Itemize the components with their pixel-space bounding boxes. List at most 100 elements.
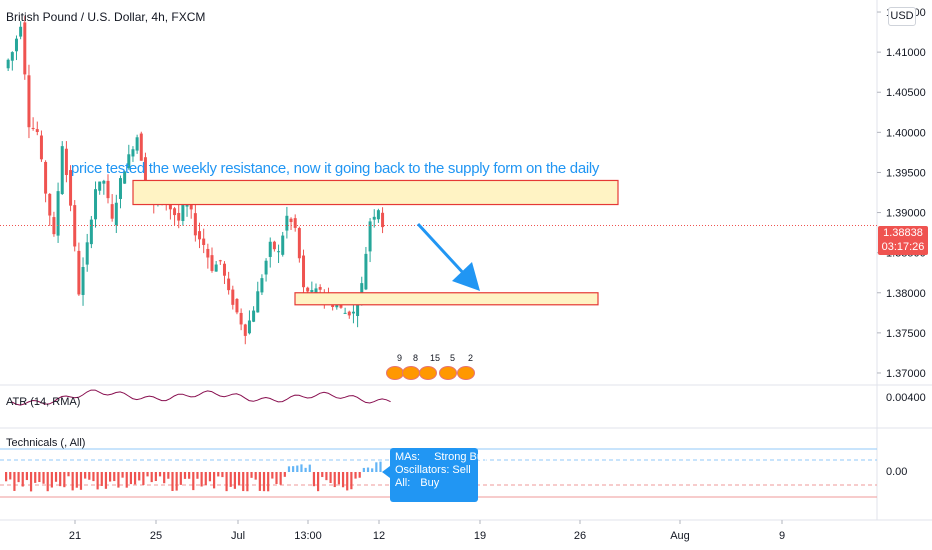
technicals-bar bbox=[121, 472, 124, 478]
atr-value: 0.00400 bbox=[886, 392, 926, 404]
candle-body bbox=[44, 161, 48, 194]
candle-body bbox=[272, 241, 276, 250]
y-tick-label: 1.37500 bbox=[886, 328, 926, 340]
technicals-bar bbox=[254, 472, 257, 480]
technicals-label[interactable]: Technicals (, All) bbox=[6, 437, 86, 449]
x-tick-label: 26 bbox=[574, 530, 586, 542]
candle-body bbox=[297, 228, 301, 259]
x-tick-label: 21 bbox=[69, 530, 81, 542]
candle-body bbox=[123, 171, 127, 184]
arrow-shaft bbox=[416, 222, 468, 278]
technicals-bar bbox=[146, 472, 149, 477]
time-axis[interactable]: 21 25 Jul 13:00 12 19 26 Aug 9 bbox=[69, 520, 785, 542]
candle-body bbox=[98, 181, 102, 191]
technicals-bar bbox=[221, 472, 224, 478]
candle-body bbox=[318, 287, 322, 290]
technicals-bar bbox=[287, 466, 291, 472]
technicals-bar bbox=[46, 472, 49, 492]
x-tick-label: Aug bbox=[670, 530, 690, 542]
news-event-5[interactable]: 2 bbox=[457, 353, 477, 380]
technicals-bar bbox=[13, 472, 16, 491]
candle-body bbox=[31, 127, 35, 129]
candle-body bbox=[210, 255, 214, 271]
x-tick-label: 9 bbox=[779, 530, 785, 542]
technicals-bar bbox=[325, 472, 328, 481]
symbol-title[interactable]: British Pound / U.S. Dollar, 4h, FXCM bbox=[6, 10, 206, 24]
supply-zone-1[interactable] bbox=[132, 179, 619, 206]
candle-body bbox=[23, 22, 27, 75]
annotation-text[interactable]: price tested the weekly resistance, now … bbox=[71, 160, 600, 177]
candle-body bbox=[135, 137, 139, 151]
candle-body bbox=[206, 248, 210, 258]
flag-icon bbox=[419, 366, 437, 380]
candle-body bbox=[60, 146, 64, 194]
mas-label: MAs: bbox=[395, 451, 421, 463]
technicals-bar bbox=[133, 472, 137, 485]
candle-body bbox=[198, 231, 202, 240]
technicals-tooltip: MAs: Strong Buy Oscillators: Sell All: Buy bbox=[390, 448, 488, 502]
supply-zones[interactable] bbox=[132, 179, 619, 306]
technicals-bar bbox=[109, 472, 112, 482]
technicals-bar bbox=[300, 464, 303, 472]
candle-body bbox=[64, 148, 68, 176]
candle-body bbox=[335, 304, 339, 308]
technicals-bar bbox=[312, 472, 316, 487]
news-count-5: 2 bbox=[468, 353, 474, 363]
candle-body bbox=[339, 303, 343, 308]
supply-zone-2[interactable] bbox=[294, 292, 599, 306]
technicals-bar bbox=[375, 462, 378, 472]
technicals-bar bbox=[200, 472, 203, 487]
technicals-bar bbox=[371, 468, 374, 472]
atr-label[interactable]: ATR (14, RMA) bbox=[6, 396, 81, 408]
technicals-bar bbox=[71, 472, 74, 491]
price-axis[interactable]: 1.415001.410001.405001.400001.395001.390… bbox=[877, 7, 926, 380]
oscillators-label: Oscillators: bbox=[395, 464, 450, 476]
candle-body bbox=[252, 310, 256, 322]
candle-body bbox=[381, 212, 385, 228]
y-tick-label: 1.40500 bbox=[886, 87, 926, 99]
candle-body bbox=[351, 311, 355, 314]
currency-button[interactable]: USD bbox=[888, 7, 916, 26]
technicals-bar bbox=[354, 472, 357, 479]
technicals-bar bbox=[9, 472, 12, 480]
technicals-bar bbox=[171, 472, 174, 491]
news-event-3[interactable]: 15 bbox=[419, 353, 440, 380]
candle-body bbox=[293, 218, 297, 228]
technicals-bar bbox=[150, 472, 153, 483]
news-count-2: 8 bbox=[413, 353, 419, 363]
candle-body bbox=[264, 260, 268, 275]
candle-body bbox=[106, 180, 110, 199]
technicals-bar bbox=[317, 472, 320, 492]
technicals-bar bbox=[25, 472, 28, 481]
technicals-bar bbox=[283, 472, 286, 477]
technicals-bar bbox=[250, 472, 253, 478]
technicals-bar bbox=[129, 472, 132, 485]
news-event-4[interactable]: 5 bbox=[439, 353, 459, 380]
candle-body bbox=[372, 216, 376, 220]
technicals-bar bbox=[50, 472, 53, 488]
flag-icon bbox=[439, 366, 457, 380]
technicals-bar bbox=[237, 472, 241, 486]
technicals-bar bbox=[100, 472, 103, 486]
technicals-bar bbox=[117, 472, 120, 488]
candle-body bbox=[27, 75, 31, 128]
candle-body bbox=[227, 278, 231, 291]
flag-icon bbox=[402, 366, 420, 380]
candle-body bbox=[56, 191, 60, 236]
news-event-2[interactable]: 8 bbox=[402, 353, 422, 380]
technicals-bar bbox=[17, 472, 20, 483]
trend-arrow[interactable] bbox=[416, 222, 480, 291]
candle-body bbox=[131, 149, 135, 157]
technicals-bar bbox=[167, 472, 170, 479]
technicals-bar bbox=[29, 472, 33, 492]
candle-body bbox=[360, 283, 364, 296]
candle-body bbox=[69, 170, 73, 206]
last-price-tag: 1.38838 03:17:26 bbox=[878, 226, 928, 255]
oscillators-value: Sell bbox=[452, 464, 471, 476]
candle-body bbox=[231, 289, 235, 305]
candle-body bbox=[243, 324, 247, 336]
y-tick-label: 1.40000 bbox=[886, 127, 926, 139]
candle-body bbox=[85, 242, 89, 265]
candle-body bbox=[364, 253, 368, 290]
